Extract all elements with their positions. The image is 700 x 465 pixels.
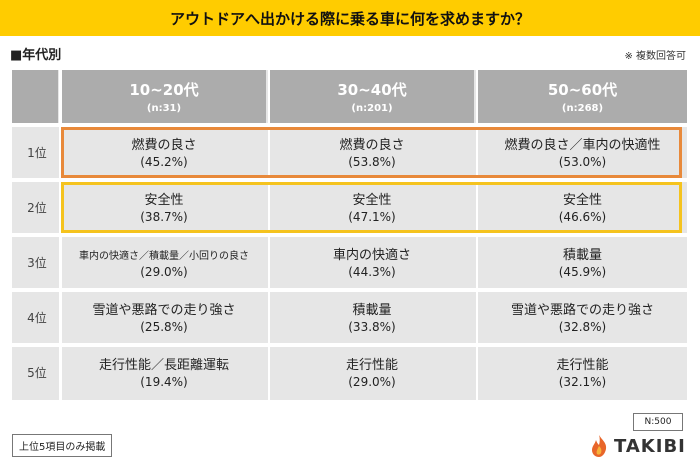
row-divider [12,178,687,182]
table-cell: 雪道や悪路での走り強さ (32.8%) [478,292,687,343]
item-label: 安全性 [352,193,392,208]
rank-label: 2位 [12,182,62,233]
item-label: 走行性能 [345,358,398,373]
item-percentage: (45.2%) [140,155,188,169]
column-header-30-40: 30~40代 (n:201) [270,70,474,123]
brand-logo: TAKIBI [588,434,686,458]
item-percentage: (53.0%) [558,155,607,169]
item-label: 車内の快適さ／積載量／小回りの良さ [79,251,249,262]
table-cell: 走行性能 (29.0%) [270,347,474,398]
item-percentage: (25.8%) [140,320,188,334]
item-label: 燃費の良さ [131,138,197,153]
sample-size-badge: N:500 [633,413,683,431]
table-cell: 安全性 (38.7%) [62,182,266,233]
column-label: 30~40代 [337,81,407,99]
chart-title: アウトドアへ出かける際に乗る車に何を求めますか？ [0,0,700,36]
item-percentage: (45.9%) [558,265,607,279]
table-cell: 安全性 (47.1%) [270,182,474,233]
item-label: 安全性 [562,193,602,208]
rank1-highlight-frame [61,127,682,178]
table-cell: 積載量 (33.8%) [270,292,474,343]
column-n: (n:201) [351,103,393,114]
item-percentage: (47.1%) [348,210,396,224]
table-cell: 雪道や悪路での走り強さ (25.8%) [62,292,266,343]
item-percentage: (44.3%) [348,265,396,279]
item-percentage: (33.8%) [348,320,396,334]
column-n: (n:31) [146,103,182,114]
table-cell: 車内の快適さ／積載量／小回りの良さ (29.0%) [62,237,266,288]
rank-label: 5位 [12,347,62,398]
header-corner [12,70,58,123]
column-n: (n:268) [561,103,604,114]
table-cell: 安全性 (46.6%) [478,182,687,233]
item-label: 雪道や悪路での走り強さ [92,303,236,318]
row-divider [12,123,687,127]
item-label: 燃費の良さ [339,138,405,153]
ranking-table: 10~20代 (n:31) 30~40代 (n:201) 50~60代 (n:2… [12,70,687,402]
item-label: 雪道や悪路での走り強さ [510,303,654,318]
item-percentage: (53.8%) [348,155,396,169]
column-label: 50~60代 [547,81,618,99]
table-cell: 燃費の良さ／車内の快適性 (53.0%) [478,127,687,178]
table-cell: 積載量 (45.9%) [478,237,687,288]
section-subtitle: ■年代別 [10,48,62,63]
row-divider [12,233,687,237]
table-cell: 走行性能 (32.1%) [478,347,687,398]
column-label: 10~20代 [129,81,199,99]
item-percentage: (32.1%) [558,375,607,389]
item-label: 走行性能 [556,358,609,373]
rank-label: 4位 [12,292,62,343]
flame-icon [592,435,607,457]
item-label: 走行性能／長距離運転 [98,358,229,373]
table-cell: 車内の快適さ (44.3%) [270,237,474,288]
column-header-50-60: 50~60代 (n:268) [478,70,687,123]
rank-label: 1位 [12,127,62,178]
multiple-answer-note: ※ 複数回答可 [624,51,686,62]
brand-name: TAKIBI [614,435,686,457]
table-cell: 燃費の良さ (45.2%) [62,127,266,178]
item-label: 積載量 [352,303,392,318]
rank2-highlight-frame [61,182,682,233]
item-percentage: (29.0%) [348,375,396,389]
item-percentage: (38.7%) [140,210,188,224]
table-cell: 燃費の良さ (53.8%) [270,127,474,178]
item-label: 燃費の良さ／車内の快適性 [504,138,661,153]
item-percentage: (29.0%) [140,265,188,279]
item-percentage: (32.8%) [558,320,607,334]
item-label: 車内の快適さ [332,248,411,263]
item-label: 積載量 [562,248,602,263]
column-header-10-20: 10~20代 (n:31) [62,70,266,123]
item-label: 安全性 [144,193,184,208]
row-divider [12,343,687,347]
table-cell: 走行性能／長距離運転 (19.4%) [62,347,266,398]
item-percentage: (46.6%) [558,210,607,224]
item-percentage: (19.4%) [140,375,188,389]
row-divider [12,288,687,292]
top5-footnote: 上位5項目のみ掲載 [12,434,113,457]
rank-label: 3位 [12,237,62,288]
